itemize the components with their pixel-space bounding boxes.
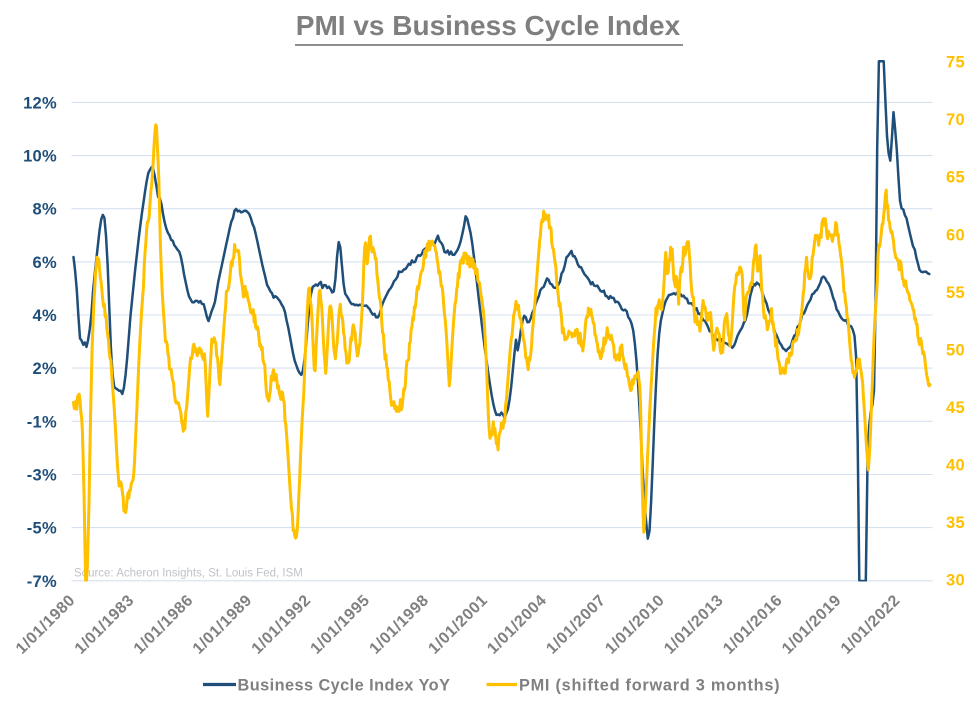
svg-text:35: 35	[946, 514, 965, 532]
svg-text:2%: 2%	[33, 360, 57, 378]
svg-text:55: 55	[946, 284, 965, 302]
svg-text:-5%: -5%	[27, 520, 57, 538]
svg-text:12%: 12%	[23, 94, 57, 112]
svg-text:4%: 4%	[33, 307, 57, 325]
svg-text:PMI vs Business Cycle Index: PMI vs Business Cycle Index	[296, 10, 681, 41]
svg-text:Business Cycle Index YoY: Business Cycle Index YoY	[238, 677, 451, 695]
svg-text:PMI (shifted forward 3 months): PMI (shifted forward 3 months)	[519, 677, 780, 695]
svg-text:10%: 10%	[23, 148, 57, 166]
svg-text:70: 70	[946, 111, 965, 129]
svg-text:8%: 8%	[33, 201, 57, 219]
svg-text:40: 40	[946, 456, 965, 474]
svg-text:45: 45	[946, 399, 965, 417]
svg-text:50: 50	[946, 341, 965, 359]
svg-text:75: 75	[946, 54, 965, 72]
svg-text:-7%: -7%	[27, 573, 57, 591]
svg-text:30: 30	[946, 571, 965, 589]
svg-text:-1%: -1%	[27, 413, 57, 431]
svg-text:Source: Acheron Insights, St.: Source: Acheron Insights, St. Louis Fed,…	[74, 568, 303, 580]
svg-text:60: 60	[946, 226, 965, 244]
svg-text:65: 65	[946, 169, 965, 187]
svg-text:6%: 6%	[33, 254, 57, 272]
svg-text:-3%: -3%	[27, 467, 57, 485]
